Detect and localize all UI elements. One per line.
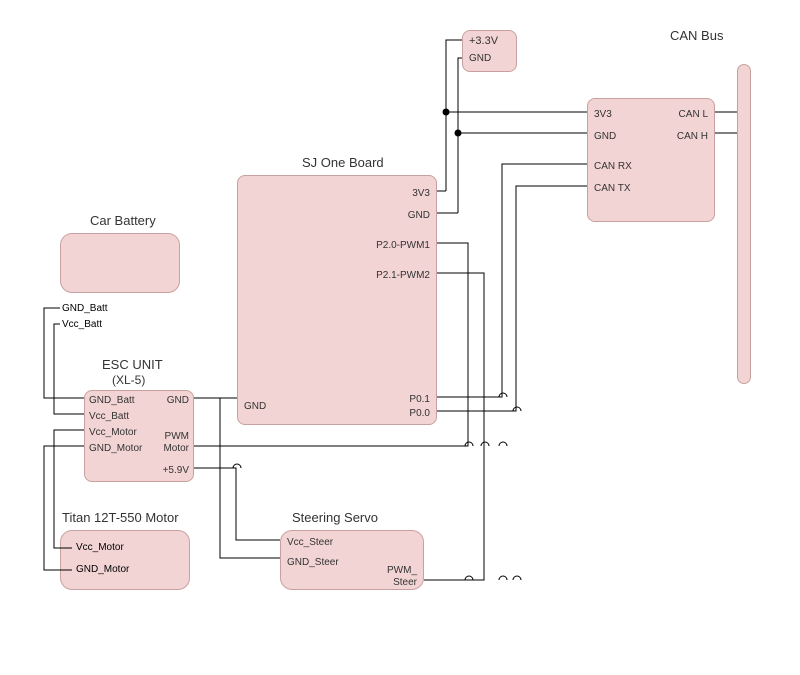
v33-gnd: GND [469,53,491,64]
car-battery-title: Car Battery [90,213,156,228]
v33-label: +3.3V [469,35,498,47]
can-bus-bar [737,64,751,384]
steering-title: Steering Servo [292,510,378,525]
esc-gndmot: GND_Motor [89,443,142,454]
esc-vccbat: Vcc_Batt [89,411,129,422]
can-transceiver: 3V3 GND CAN RX CAN TX CAN L CAN H [587,98,715,222]
tit-vcc: Vcc_Motor [76,542,124,553]
steering-servo: Vcc_Steer GND_Steer PWM_ Steer [280,530,424,590]
can-tx: CAN TX [594,183,631,194]
esc-gnd-r: GND [167,395,189,406]
steer-pwm1: PWM_ [387,565,417,576]
sj-p01: P0.1 [409,394,430,405]
sjone-title: SJ One Board [302,155,384,170]
v33-block: +3.3V GND [462,30,517,72]
esc-gndbat: GND_Batt [89,395,135,406]
esc-unit: GND_Batt Vcc_Batt Vcc_Motor GND_Motor GN… [84,390,194,482]
esc-title: ESC UNIT [102,357,163,372]
can-gnd: GND [594,131,616,142]
esc-title2: (XL-5) [112,373,145,387]
sj-pwm1: P2.0-PWM1 [376,240,430,251]
esc-pwm2: Motor [163,443,189,454]
esc-pwm1: PWM [165,431,189,442]
steer-gnd: GND_Steer [287,557,339,568]
sj-gnd: GND [408,210,430,221]
can-rx: CAN RX [594,161,632,172]
can-h: CAN H [677,131,708,142]
sj-3v3: 3V3 [412,188,430,199]
sjone-board: 3V3 GND P2.0-PWM1 P2.1-PWM2 P0.1 P0.0 GN… [237,175,437,425]
titan-motor [60,530,190,590]
steer-pwm2: Steer [393,577,417,588]
tit-gnd: GND_Motor [76,564,129,575]
can-bus-title: CAN Bus [670,28,723,43]
sj-gnd-left: GND [244,401,266,412]
can-l: CAN L [679,109,708,120]
bat-vcc: Vcc_Batt [62,319,102,330]
titan-title: Titan 12T-550 Motor [62,510,179,525]
esc-vccmot: Vcc_Motor [89,427,137,438]
steer-vcc: Vcc_Steer [287,537,333,548]
bat-gnd: GND_Batt [62,303,108,314]
car-battery [60,233,180,293]
esc-59v: +5.9V [163,465,189,476]
can-3v3: 3V3 [594,109,612,120]
sj-p00: P0.0 [409,408,430,419]
sj-pwm2: P2.1-PWM2 [376,270,430,281]
